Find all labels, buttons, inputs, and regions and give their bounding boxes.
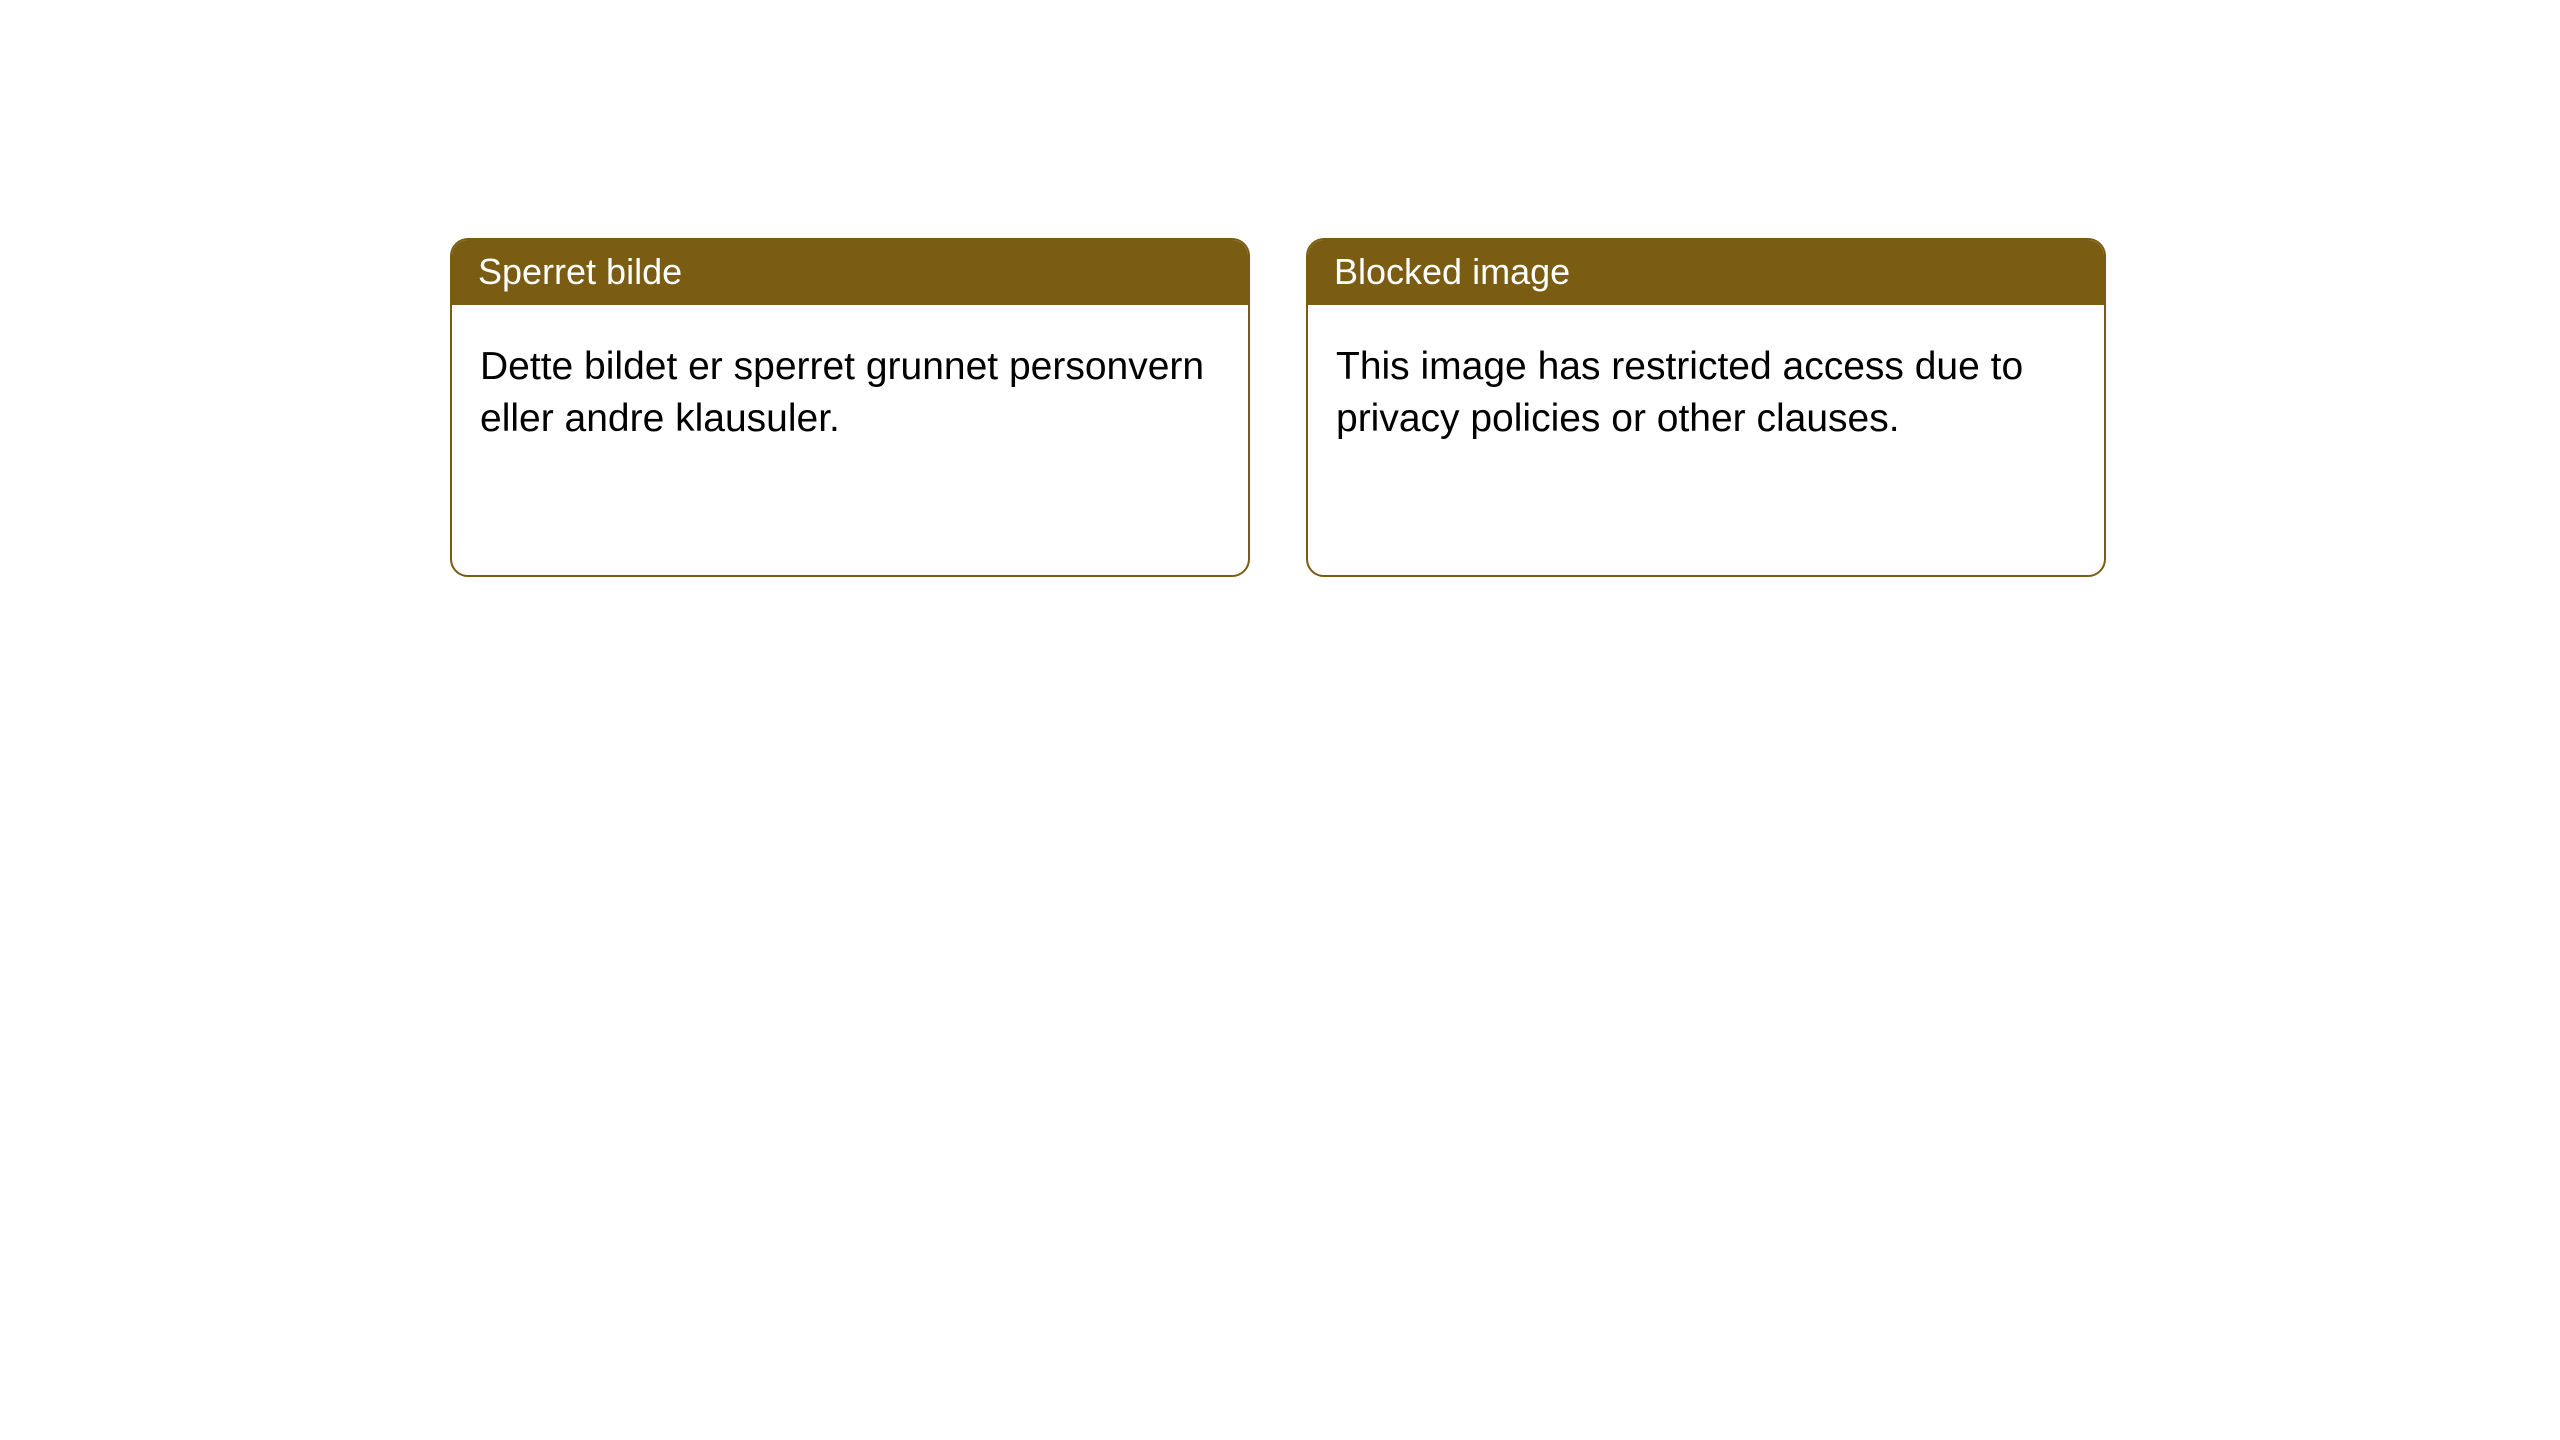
- notice-container: Sperret bilde Dette bildet er sperret gr…: [0, 0, 2560, 577]
- notice-body-en: This image has restricted access due to …: [1308, 305, 2104, 575]
- notice-title-en: Blocked image: [1308, 240, 2104, 305]
- notice-card-no: Sperret bilde Dette bildet er sperret gr…: [450, 238, 1250, 577]
- notice-card-en: Blocked image This image has restricted …: [1306, 238, 2106, 577]
- notice-title-no: Sperret bilde: [452, 240, 1248, 305]
- notice-body-no: Dette bildet er sperret grunnet personve…: [452, 305, 1248, 575]
